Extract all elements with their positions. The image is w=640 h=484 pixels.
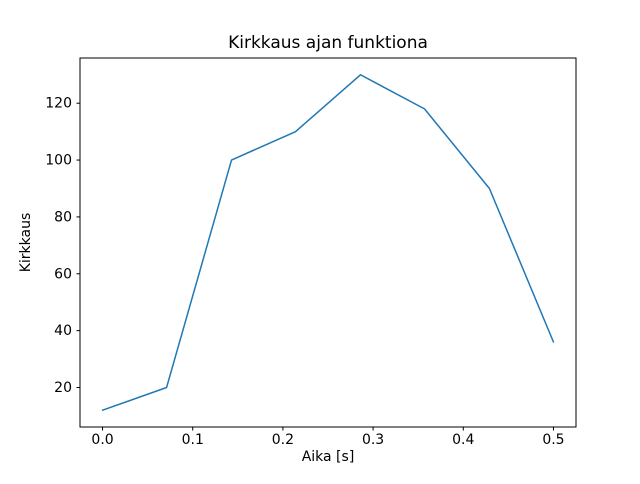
plot-area: 0.0 0.1 0.2 0.3 0.4 0.5 20 40 60 80 100 120 <box>45 57 577 448</box>
x-tick-label: 0.2 <box>272 432 294 448</box>
y-tick-label: 60 <box>54 266 72 282</box>
y-tick-label: 100 <box>45 153 72 169</box>
chart-title: Kirkkaus ajan funktiona <box>228 33 428 53</box>
y-tick-label: 20 <box>54 380 72 396</box>
data-line-series <box>101 74 555 411</box>
x-tick-label: 0.0 <box>91 432 113 448</box>
x-tick-label: 0.4 <box>452 432 474 448</box>
axes-frame <box>79 57 577 428</box>
x-tick-label: 0.1 <box>182 432 204 448</box>
y-tick-label: 40 <box>54 323 72 339</box>
x-tick-label: 0.3 <box>362 432 384 448</box>
y-tick-label: 80 <box>54 209 72 225</box>
y-tick-label: 120 <box>45 96 72 112</box>
x-axis-label: Aika [s] <box>302 449 355 465</box>
y-axis-label: Kirkkaus <box>18 213 34 273</box>
x-tick-label: 0.5 <box>542 432 564 448</box>
